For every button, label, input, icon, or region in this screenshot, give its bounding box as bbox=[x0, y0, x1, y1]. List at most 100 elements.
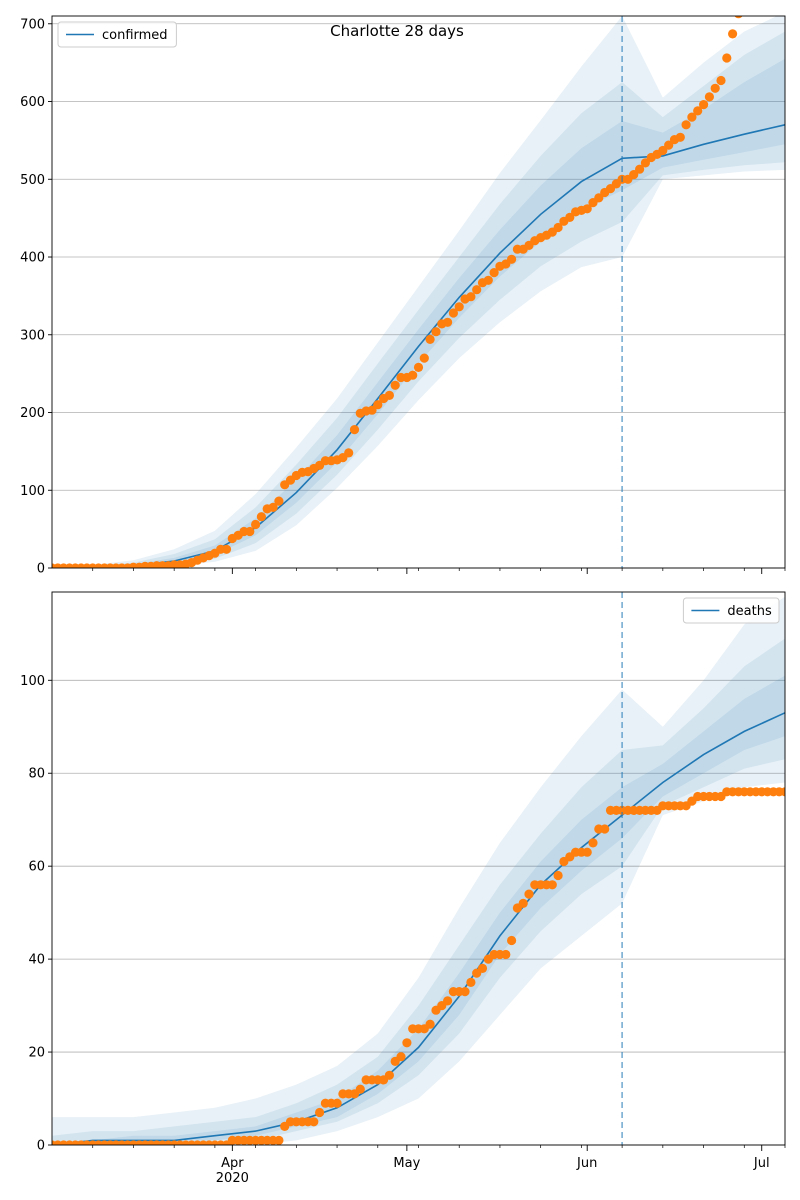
observed-point bbox=[582, 847, 592, 857]
observed-point bbox=[734, 16, 743, 19]
plot-area bbox=[52, 16, 785, 568]
uncertainty-band bbox=[622, 58, 785, 191]
observed-point bbox=[483, 275, 493, 285]
observed-point bbox=[384, 390, 394, 400]
observed-point bbox=[699, 100, 709, 110]
observed-point bbox=[419, 353, 429, 363]
x-tick-label: Jun bbox=[576, 1156, 597, 1171]
observed-point bbox=[256, 512, 266, 522]
observed-point bbox=[600, 824, 610, 834]
observed-point bbox=[390, 380, 400, 390]
y-tick-label: 0 bbox=[37, 1139, 45, 1154]
observed-point bbox=[582, 204, 592, 214]
legend: deaths bbox=[682, 597, 780, 624]
uncertainty-band bbox=[52, 689, 623, 1145]
observed-point bbox=[716, 75, 726, 86]
legend-box bbox=[682, 597, 780, 624]
observed-point bbox=[547, 880, 557, 890]
observed-point bbox=[402, 1038, 412, 1048]
observed-point bbox=[349, 425, 360, 435]
y-tick-label: 100 bbox=[20, 674, 45, 689]
observed-point bbox=[251, 519, 261, 530]
observed-point bbox=[687, 112, 697, 122]
observed-point bbox=[472, 285, 482, 295]
plot-area bbox=[52, 596, 785, 1145]
observed-point bbox=[635, 164, 645, 174]
observed-point bbox=[413, 362, 424, 372]
y-tick-label: 100 bbox=[20, 484, 45, 499]
observed-point bbox=[553, 222, 563, 233]
observed-point bbox=[355, 1084, 365, 1094]
median-line bbox=[621, 712, 785, 816]
uncertainty-band bbox=[622, 596, 785, 904]
observed-point bbox=[588, 838, 598, 848]
observed-point bbox=[565, 212, 575, 222]
y-tick-label: 200 bbox=[20, 406, 45, 421]
observed-point bbox=[344, 448, 354, 458]
observed-point bbox=[373, 400, 383, 410]
observed-point bbox=[594, 193, 604, 203]
confirmed-panel: 0 100 200 300 400 500 600 700 confirmed bbox=[20, 15, 786, 577]
observed-point bbox=[245, 526, 255, 537]
observed-point bbox=[710, 83, 720, 93]
y-tick-label: 20 bbox=[28, 1046, 45, 1061]
observed-point bbox=[384, 1070, 394, 1080]
legend-label: deaths bbox=[727, 604, 772, 619]
observed-point bbox=[425, 1019, 435, 1029]
observed-point bbox=[466, 977, 476, 988]
observed-point bbox=[443, 996, 453, 1006]
observed-point bbox=[524, 889, 534, 899]
y-tick-label: 60 bbox=[28, 860, 45, 875]
observed-point bbox=[332, 1098, 342, 1108]
observed-point bbox=[396, 1052, 406, 1062]
x-tick-label: May bbox=[393, 1156, 420, 1171]
uncertainty-band bbox=[622, 638, 785, 867]
observed-point bbox=[466, 292, 476, 302]
uncertainty-band bbox=[622, 675, 785, 839]
observed-point bbox=[658, 145, 668, 156]
observed-point bbox=[553, 870, 563, 881]
uncertainty-band bbox=[622, 31, 785, 222]
y-tick-label: 500 bbox=[20, 173, 45, 188]
observed-point bbox=[640, 158, 651, 168]
observed-point bbox=[681, 120, 691, 130]
observed-point bbox=[221, 544, 232, 554]
observed-point bbox=[704, 92, 715, 102]
observed-point bbox=[315, 1107, 325, 1118]
uncertainty-band bbox=[622, 16, 785, 257]
observed-point bbox=[507, 254, 517, 264]
observed-point bbox=[367, 405, 377, 415]
legend-box bbox=[57, 21, 177, 48]
observed-point bbox=[408, 370, 418, 380]
observed-point bbox=[675, 132, 685, 142]
observed-point bbox=[274, 496, 284, 506]
observed-point bbox=[448, 308, 458, 318]
observed-point bbox=[431, 327, 441, 337]
observed-point bbox=[268, 502, 278, 512]
legend: confirmed bbox=[57, 21, 177, 48]
observed-point bbox=[722, 53, 732, 63]
observed-point bbox=[728, 29, 738, 39]
y-tick-label: 700 bbox=[20, 17, 45, 32]
observed-point bbox=[443, 317, 453, 327]
observed-point bbox=[489, 268, 499, 278]
uncertainty-band bbox=[52, 82, 623, 568]
observed-point bbox=[693, 106, 703, 116]
uncertainty-band bbox=[52, 750, 623, 1145]
figure-title: Charlotte 28 days bbox=[330, 22, 464, 40]
observed-point bbox=[454, 302, 464, 312]
observed-point bbox=[477, 963, 488, 974]
observed-point bbox=[274, 1135, 284, 1145]
observed-point bbox=[507, 935, 517, 946]
y-tick-label: 40 bbox=[28, 953, 45, 968]
y-tick-label: 600 bbox=[20, 95, 45, 110]
observed-point bbox=[501, 949, 511, 960]
y-tick-label: 300 bbox=[20, 328, 45, 343]
y-tick-label: 400 bbox=[20, 251, 45, 266]
observed-point bbox=[780, 787, 785, 797]
y-tick-label: 80 bbox=[28, 767, 45, 782]
x-tick-sublabel: 2020 bbox=[216, 1171, 249, 1186]
